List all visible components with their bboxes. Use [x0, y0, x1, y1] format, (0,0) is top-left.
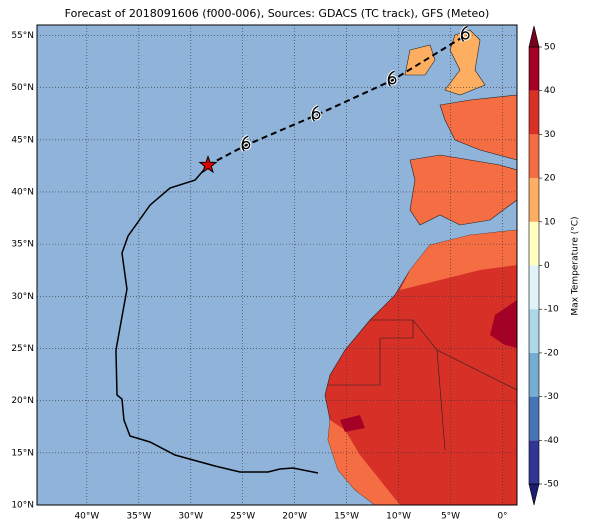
cyclone-symbol-outline	[311, 105, 321, 122]
colorbar-tick-label: -20	[544, 348, 559, 358]
cyclone-symbol-outline	[387, 70, 397, 87]
track-history	[115, 164, 319, 474]
x-tick-label: 10°W	[386, 512, 411, 522]
plot-frame	[36, 24, 518, 506]
colorbar-tick-label: 20	[544, 174, 556, 184]
colorbar-band	[529, 90, 539, 135]
colorbar-tick-label: 50	[544, 43, 556, 53]
colorbar-band	[529, 221, 539, 266]
y-tick-label: 55°N	[11, 31, 34, 41]
cyclone-symbol-outline	[241, 135, 251, 152]
x-tick-label: 5°W	[441, 512, 460, 522]
colorbar-tick-label: 30	[544, 130, 556, 140]
y-tick-label: 10°N	[11, 501, 34, 511]
britain	[444, 29, 486, 96]
title: Forecast of 2018091606 (f000-006), Sourc…	[65, 7, 490, 20]
y-tick-label: 50°N	[11, 83, 34, 93]
colorbar-tick-label: -40	[544, 436, 559, 446]
colorbar-tick-label: -10	[544, 305, 559, 315]
colorbar-band	[529, 134, 539, 179]
hot-spot	[340, 415, 365, 432]
colorbar-band	[529, 352, 539, 397]
colorbar-tick-label: 0	[544, 261, 550, 271]
africa-coast	[328, 420, 400, 505]
y-tick-label: 25°N	[11, 344, 34, 354]
hot-spot	[490, 300, 517, 348]
x-tick-label: 20°W	[282, 512, 307, 522]
iberia	[409, 154, 517, 226]
colorbar-tick-label: -30	[544, 392, 559, 402]
colorbar-tick-label: -50	[544, 480, 559, 490]
colorbar-band	[529, 178, 539, 222]
storm-position	[198, 155, 218, 174]
x-tick-label: 35°W	[126, 512, 151, 522]
colorbar-band	[529, 440, 539, 484]
colorbar-band	[529, 265, 539, 310]
france	[439, 94, 517, 161]
colorbar-band	[529, 309, 539, 353]
x-tick-label: 0°	[497, 512, 507, 522]
y-tick-label: 20°N	[11, 396, 34, 406]
land	[324, 29, 517, 505]
cyclone-symbol-outline	[460, 25, 470, 42]
y-tick-label: 30°N	[11, 292, 34, 302]
x-tick-label: 15°W	[334, 512, 359, 522]
ireland	[404, 44, 436, 76]
y-tick-label: 45°N	[11, 135, 34, 145]
y-tick-label: 40°N	[11, 187, 34, 197]
x-tick-label: 25°W	[230, 512, 255, 522]
colorbar-extend-low	[528, 483, 540, 506]
x-tick-label: 40°W	[74, 512, 99, 522]
colorbar-tick-label: 40	[544, 86, 556, 96]
forecast-track	[207, 34, 466, 167]
colorbar-tick-label: 10	[544, 217, 556, 227]
colorbar-extend-high	[528, 25, 540, 48]
colorbar-band	[529, 396, 539, 441]
x-tick-label: 30°W	[178, 512, 203, 522]
borders	[328, 319, 517, 451]
y-tick-label: 35°N	[11, 240, 34, 250]
y-tick-label: 15°N	[11, 448, 34, 458]
colorbar-band	[529, 47, 539, 91]
africa-north	[400, 230, 517, 290]
colorbar-label: Max Temperature (°C)	[571, 216, 581, 315]
